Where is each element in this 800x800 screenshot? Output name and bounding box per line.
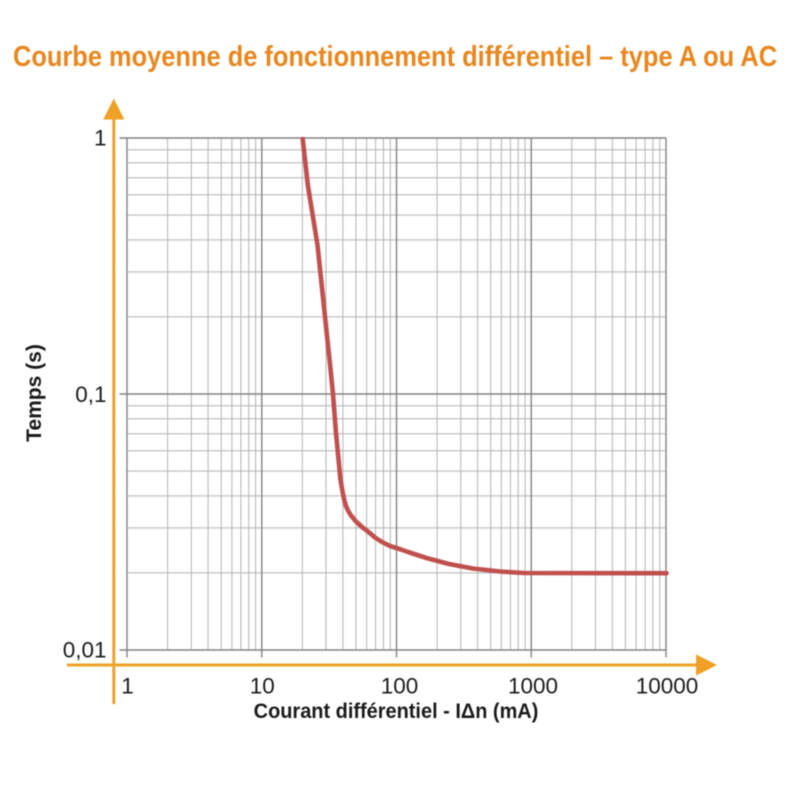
svg-text:10: 10	[250, 674, 275, 699]
svg-text:1: 1	[94, 126, 107, 151]
svg-text:0,01: 0,01	[63, 638, 107, 663]
svg-text:Temps (s): Temps (s)	[23, 344, 46, 442]
svg-text:Courant différentiel - IΔn (mA: Courant différentiel - IΔn (mA)	[254, 700, 539, 724]
svg-text:10000: 10000	[636, 674, 699, 699]
svg-text:Courbe moyenne de fonctionneme: Courbe moyenne de fonctionnement différe…	[13, 39, 777, 72]
svg-text:0,1: 0,1	[75, 382, 106, 407]
svg-text:1000: 1000	[508, 674, 558, 699]
svg-text:100: 100	[381, 674, 419, 699]
svg-text:1: 1	[121, 674, 134, 699]
